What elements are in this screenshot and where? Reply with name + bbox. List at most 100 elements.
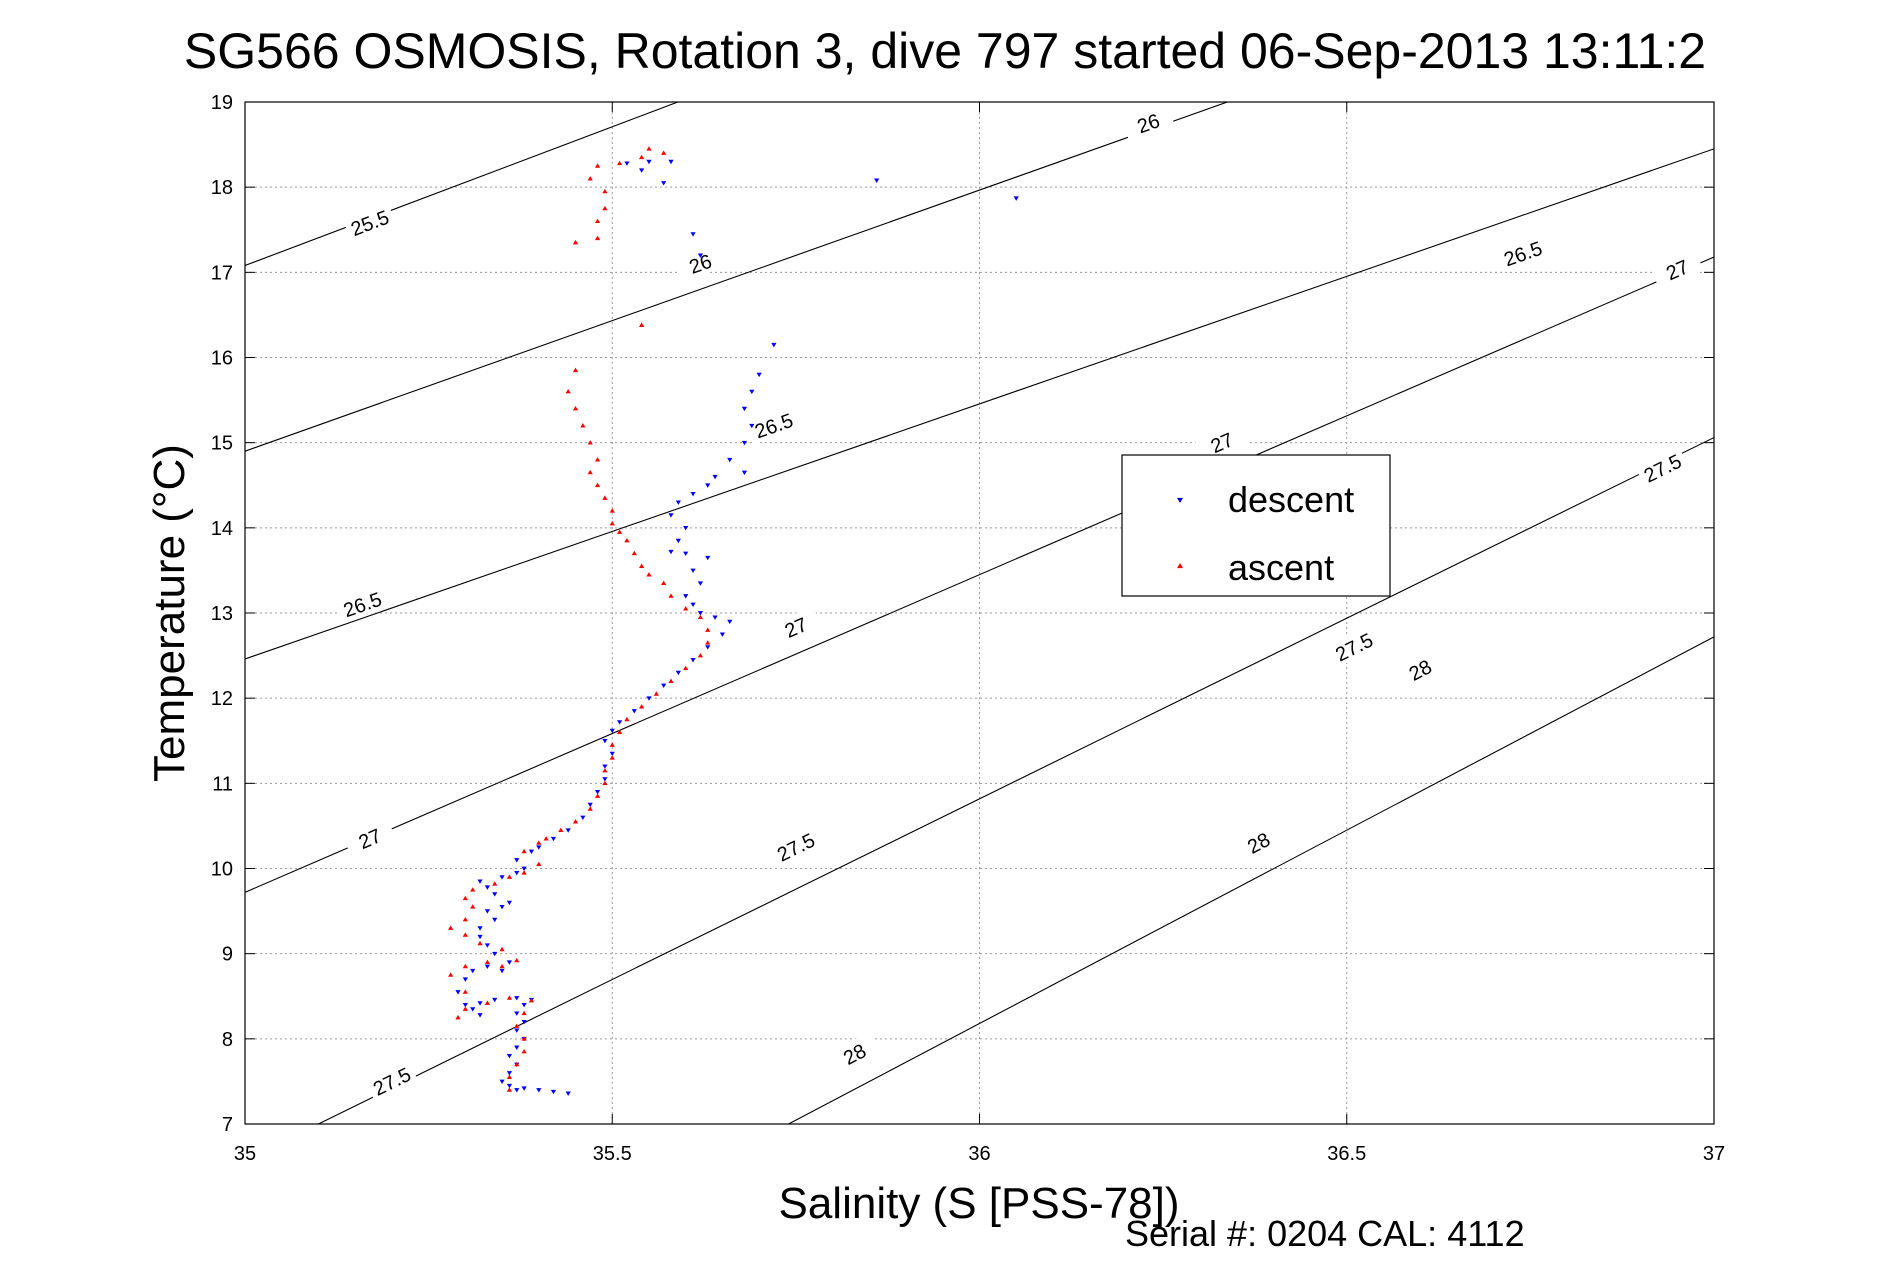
descent-point xyxy=(455,990,461,995)
descent-point xyxy=(705,555,711,561)
ascent-point xyxy=(653,691,659,696)
descent-point xyxy=(506,960,513,965)
descent-point xyxy=(521,1002,527,1008)
ascent-point xyxy=(609,508,615,513)
isopycnal-label: 26.5 xyxy=(752,410,796,444)
legend-descent-label: descent xyxy=(1228,479,1354,520)
ascent-point xyxy=(705,640,711,645)
descent-point xyxy=(536,845,542,850)
isopycnal-label-bg xyxy=(1496,233,1550,272)
isopycnal-contours xyxy=(245,102,1714,1124)
ascent-point xyxy=(572,819,579,824)
ascent-point xyxy=(602,767,608,773)
ascent-point xyxy=(594,793,601,798)
descent-point xyxy=(506,1083,513,1089)
chart-title: SG566 OSMOSIS, Rotation 3, dive 797 star… xyxy=(184,23,1706,79)
y-tick-label: 16 xyxy=(211,348,233,370)
y-tick-label: 17 xyxy=(211,262,233,284)
descent-point xyxy=(697,253,703,258)
ascent-point xyxy=(462,895,468,901)
descent-point xyxy=(683,551,689,556)
isopycnal-label: 25.5 xyxy=(348,207,392,241)
descent-point xyxy=(602,764,608,769)
descent-point xyxy=(609,751,615,757)
y-tick-label: 19 xyxy=(211,92,233,114)
ascent-point xyxy=(587,176,593,181)
isopycnal-label-bg xyxy=(342,817,397,859)
descent-point xyxy=(492,997,498,1003)
ascent-point xyxy=(587,440,593,445)
ascent-point xyxy=(521,1010,527,1016)
ascent-point xyxy=(639,322,645,327)
isopycnal-26 xyxy=(245,102,1229,452)
ascent-point xyxy=(536,861,542,867)
isopycnal-27.5 xyxy=(318,437,1714,1124)
ascent-point xyxy=(521,870,527,875)
ascent-point xyxy=(616,729,623,735)
descent-point xyxy=(514,1011,520,1016)
isopycnal-label-bg xyxy=(827,1031,881,1076)
ascent-point xyxy=(506,1087,513,1092)
descent-point xyxy=(477,879,483,884)
descent-point xyxy=(477,1013,483,1018)
descent-point xyxy=(690,602,696,608)
ascent-point xyxy=(594,218,601,224)
descent-point xyxy=(639,168,645,173)
descent-point xyxy=(484,943,490,948)
ascent-point xyxy=(514,1061,520,1067)
x-tick-label: 35.5 xyxy=(593,1143,632,1165)
descent-point xyxy=(499,875,505,880)
descent-point xyxy=(492,892,498,897)
ascent-point xyxy=(705,627,711,632)
isopycnal-label-bg xyxy=(746,405,801,444)
descent-point xyxy=(550,836,557,842)
descent-point xyxy=(492,951,498,957)
axis-ticks: 35 35.5 36 36.5 37 7 8 9 10 11 12 13 14 15 16 17 18 19 xyxy=(211,92,1725,1165)
descent-point xyxy=(675,538,681,544)
ascent-point xyxy=(594,457,601,462)
descent-point xyxy=(749,389,755,395)
isopycnal-label: 26.5 xyxy=(1501,238,1545,272)
legend-ascent-marker xyxy=(1177,563,1183,569)
descent-point xyxy=(580,815,586,820)
isopycnal-labels: 25.5262626.526.526.52727272727.527.527.5… xyxy=(335,103,1704,1102)
ascent-point xyxy=(580,423,586,428)
descent-point xyxy=(521,1019,527,1025)
descent-point xyxy=(690,232,696,237)
descent-point xyxy=(462,1002,468,1008)
descent-point xyxy=(712,474,718,480)
ascent-point xyxy=(594,163,601,168)
ascent-point xyxy=(697,614,703,620)
ascent-point xyxy=(624,716,630,722)
descent-point xyxy=(661,683,667,688)
descent-point xyxy=(477,1001,483,1006)
ascent-point xyxy=(462,917,468,922)
y-tick-label: 8 xyxy=(222,1029,233,1051)
descent-point xyxy=(727,457,733,463)
descent-point xyxy=(668,513,674,518)
descent-point xyxy=(874,178,880,183)
ascent-point xyxy=(521,1049,527,1054)
x-tick-label: 35 xyxy=(234,1143,256,1165)
descent-point xyxy=(631,709,637,714)
isopycnal-label-bg xyxy=(768,824,823,868)
descent-point xyxy=(741,440,748,446)
ascent-point xyxy=(521,848,527,854)
isopycnal-label-bg xyxy=(335,584,389,623)
ascent-point xyxy=(506,874,513,879)
descent-point xyxy=(771,342,777,348)
x-tick-label: 37 xyxy=(1703,1143,1725,1165)
descent-point xyxy=(697,581,703,586)
descent-point xyxy=(536,1088,542,1093)
descent-point xyxy=(624,161,630,166)
ascent-point xyxy=(661,150,667,155)
descent-point xyxy=(499,1079,505,1085)
ascent-point xyxy=(499,946,505,952)
descent-point xyxy=(705,645,711,650)
ascent-point xyxy=(536,840,542,845)
ascent-point xyxy=(639,563,645,568)
legend-box xyxy=(1121,454,1391,597)
descent-point xyxy=(492,917,498,923)
descent-point xyxy=(565,828,571,833)
